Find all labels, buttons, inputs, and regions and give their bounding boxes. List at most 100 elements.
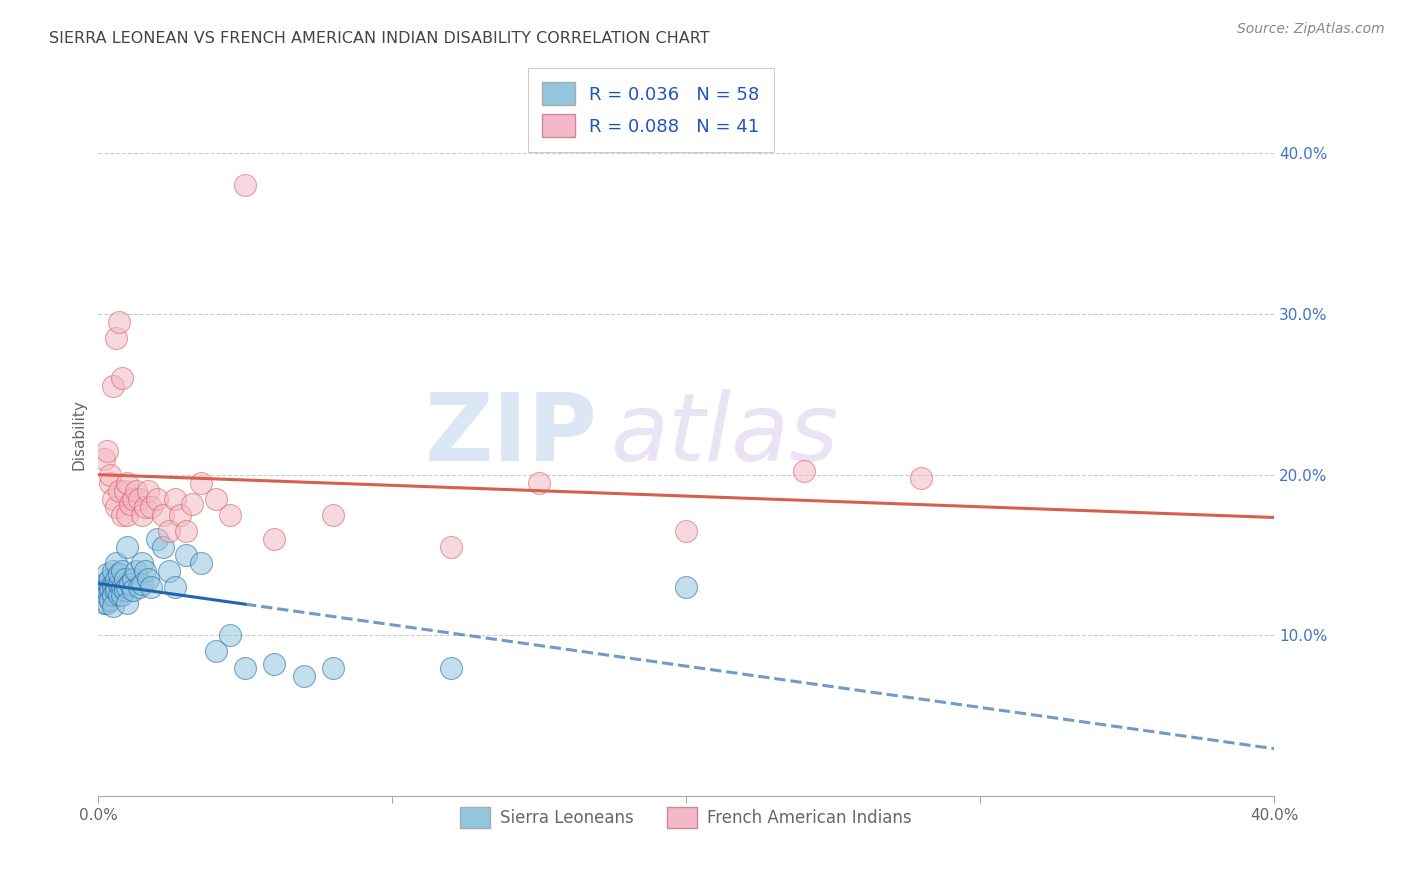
Point [101, 491, 124, 506]
Point [114, 572, 136, 586]
Point [136, 483, 159, 498]
Point [120, 497, 142, 511]
Point [90, 580, 112, 594]
Point [96, 575, 118, 590]
Point [96, 583, 118, 598]
Point [134, 500, 156, 514]
Point [174, 548, 197, 562]
Point [117, 540, 139, 554]
Point [93, 596, 115, 610]
Point [107, 577, 129, 591]
Point [157, 564, 180, 578]
Point [125, 564, 148, 578]
Point [174, 524, 197, 538]
Point [322, 508, 344, 522]
Point [163, 491, 186, 506]
Point [527, 475, 550, 490]
Text: ZIP: ZIP [425, 389, 598, 481]
Point [152, 540, 174, 554]
Point [101, 577, 124, 591]
Point [125, 483, 148, 498]
Y-axis label: Disability: Disability [72, 399, 86, 470]
Point [104, 580, 127, 594]
Point [101, 580, 124, 594]
Point [263, 657, 285, 672]
Point [190, 475, 212, 490]
Point [190, 556, 212, 570]
Point [322, 660, 344, 674]
Point [146, 532, 169, 546]
Point [90, 588, 112, 602]
Point [122, 583, 145, 598]
Point [104, 572, 127, 586]
Point [98, 572, 121, 586]
Point [107, 483, 129, 498]
Point [292, 668, 315, 682]
Point [98, 467, 121, 482]
Point [146, 491, 169, 506]
Point [793, 465, 815, 479]
Point [104, 583, 127, 598]
Point [157, 524, 180, 538]
Point [233, 178, 256, 193]
Legend: Sierra Leoneans, French American Indians: Sierra Leoneans, French American Indians [454, 800, 918, 835]
Point [263, 532, 285, 546]
Point [96, 588, 118, 602]
Point [107, 588, 129, 602]
Point [117, 508, 139, 522]
Point [181, 497, 204, 511]
Point [93, 577, 115, 591]
Point [104, 556, 127, 570]
Point [128, 491, 150, 506]
Point [122, 572, 145, 586]
Point [219, 508, 242, 522]
Text: Source: ZipAtlas.com: Source: ZipAtlas.com [1237, 22, 1385, 37]
Point [110, 508, 132, 522]
Point [152, 508, 174, 522]
Point [128, 580, 150, 594]
Point [98, 583, 121, 598]
Point [98, 580, 121, 594]
Point [204, 644, 226, 658]
Point [204, 491, 226, 506]
Point [96, 567, 118, 582]
Point [101, 599, 124, 614]
Point [107, 315, 129, 329]
Point [675, 524, 697, 538]
Point [117, 475, 139, 490]
Point [169, 508, 191, 522]
Point [233, 660, 256, 674]
Point [131, 508, 153, 522]
Point [117, 596, 139, 610]
Point [114, 483, 136, 498]
Point [110, 564, 132, 578]
Point [101, 588, 124, 602]
Point [96, 443, 118, 458]
Text: SIERRA LEONEAN VS FRENCH AMERICAN INDIAN DISABILITY CORRELATION CHART: SIERRA LEONEAN VS FRENCH AMERICAN INDIAN… [49, 31, 710, 46]
Point [675, 580, 697, 594]
Point [440, 540, 463, 554]
Point [131, 577, 153, 591]
Point [93, 585, 115, 599]
Point [104, 500, 127, 514]
Text: atlas: atlas [610, 389, 838, 480]
Point [98, 593, 121, 607]
Point [110, 580, 132, 594]
Point [163, 580, 186, 594]
Point [107, 567, 129, 582]
Point [122, 491, 145, 506]
Point [120, 577, 142, 591]
Point [101, 379, 124, 393]
Point [131, 556, 153, 570]
Point [104, 331, 127, 345]
Point [101, 564, 124, 578]
Point [117, 580, 139, 594]
Point [96, 596, 118, 610]
Point [440, 660, 463, 674]
Point [93, 451, 115, 466]
Point [910, 471, 932, 485]
Point [219, 628, 242, 642]
Point [110, 588, 132, 602]
Point [139, 500, 162, 514]
Point [136, 572, 159, 586]
